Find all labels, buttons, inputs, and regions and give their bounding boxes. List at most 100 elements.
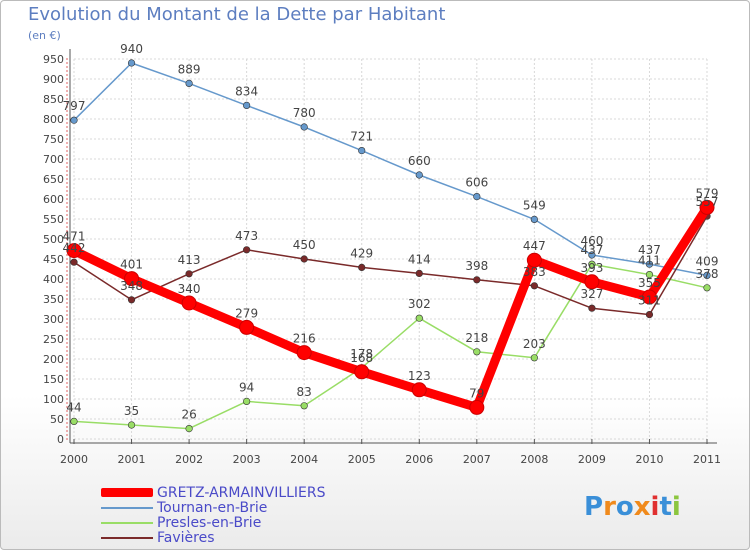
data-label: 442	[63, 241, 86, 255]
data-label: 398	[465, 259, 488, 273]
data-point	[526, 252, 542, 268]
legend-label-favieres: Favières	[157, 529, 215, 546]
data-point	[66, 243, 82, 259]
logo-letter: P	[584, 492, 604, 522]
data-label: 83	[297, 385, 312, 399]
data-label: 447	[523, 239, 546, 253]
series-line-2	[73, 263, 708, 430]
data-label: 203	[523, 337, 546, 351]
data-label: 549	[523, 198, 546, 212]
data-point	[70, 258, 78, 266]
series-lines	[66, 59, 715, 433]
y-tick-label: 700	[43, 153, 64, 166]
data-point	[703, 271, 711, 280]
data-point	[124, 271, 140, 287]
data-label: 460	[580, 234, 603, 248]
data-label: 383	[523, 265, 546, 279]
legend-item-tournan: Tournan-en-Brie	[101, 499, 326, 516]
series-line-1	[73, 62, 708, 277]
data-point	[243, 246, 251, 254]
grid-lines	[73, 58, 708, 440]
data-point	[358, 263, 366, 272]
data-label: 411	[638, 254, 661, 268]
data-label: 606	[465, 176, 488, 190]
data-point	[473, 348, 481, 356]
data-point	[699, 199, 715, 215]
data-label: 413	[178, 253, 201, 267]
x-tick-label: 2006	[405, 453, 433, 466]
data-label: 473	[235, 229, 258, 243]
data-point	[127, 421, 136, 429]
chart-unit: (en €)	[28, 29, 61, 42]
y-tick-label: 550	[43, 213, 64, 226]
y-tick-label: 650	[43, 173, 64, 186]
legend: GRETZ-ARMAINVILLIERS Tournan-en-Brie Pre…	[101, 484, 326, 546]
data-point	[354, 364, 370, 380]
legend-label-tournan: Tournan-en-Brie	[157, 499, 268, 516]
data-point	[703, 284, 711, 292]
data-label: 94	[239, 380, 254, 394]
data-label: 348	[120, 279, 143, 293]
data-label: 471	[63, 230, 86, 244]
logo-letter: r	[603, 492, 616, 522]
legend-item-favieres: Favières	[101, 529, 326, 546]
data-label: 780	[293, 106, 316, 120]
data-label: 26	[181, 408, 196, 422]
data-point	[185, 270, 193, 278]
data-label: 401	[120, 258, 143, 272]
x-tick-label: 2004	[290, 453, 318, 466]
data-label: 797	[63, 99, 86, 113]
data-point	[584, 274, 600, 290]
data-point	[473, 276, 481, 284]
data-label: 327	[580, 287, 603, 301]
data-label: 35	[124, 404, 139, 418]
data-label: 218	[465, 331, 488, 345]
data-point	[185, 79, 193, 87]
x-tick-label: 2005	[348, 453, 376, 466]
y-tick-label: 0	[57, 433, 64, 446]
data-label: 579	[696, 186, 719, 200]
data-point	[411, 382, 427, 398]
data-point	[358, 147, 366, 155]
y-tick-label: 400	[43, 273, 64, 286]
y-tick-label: 750	[43, 133, 64, 146]
x-tick-label: 2009	[578, 453, 606, 466]
legend-label-gretz: GRETZ-ARMAINVILLIERS	[157, 484, 326, 501]
data-label: 721	[350, 130, 373, 144]
data-label: 355	[638, 276, 661, 290]
data-point	[181, 295, 197, 311]
data-label: 429	[350, 246, 373, 260]
data-point	[530, 282, 538, 290]
data-label: 834	[235, 84, 258, 98]
data-point	[243, 101, 251, 109]
data-point	[645, 260, 654, 268]
proxiti-logo: Proxiti	[584, 492, 681, 522]
data-point	[243, 397, 251, 406]
y-tick-label: 100	[43, 393, 64, 406]
series-line-3	[73, 215, 708, 316]
data-point	[415, 314, 423, 322]
y-tick-label: 950	[43, 53, 64, 66]
logo-letter: i	[650, 492, 660, 522]
legend-swatch-favieres	[101, 536, 153, 539]
data-point	[296, 345, 312, 361]
x-tick-label: 2001	[118, 453, 146, 466]
data-label: 279	[235, 306, 258, 320]
data-label: 378	[696, 267, 719, 281]
x-tick-label: 2008	[520, 453, 548, 466]
legend-item-presles: Presles-en-Brie	[101, 515, 326, 531]
y-tick-label: 300	[43, 313, 64, 326]
data-label: 940	[120, 42, 143, 56]
y-tick-label: 500	[43, 233, 64, 246]
legend-swatch-gretz	[101, 488, 153, 497]
data-point	[588, 251, 596, 259]
data-point	[588, 260, 596, 268]
data-point	[530, 215, 538, 223]
y-tick-label: 450	[43, 253, 64, 266]
x-tick-label: 2003	[233, 453, 261, 466]
data-point	[645, 271, 654, 279]
data-point	[239, 319, 255, 335]
data-label: 311	[638, 294, 661, 308]
